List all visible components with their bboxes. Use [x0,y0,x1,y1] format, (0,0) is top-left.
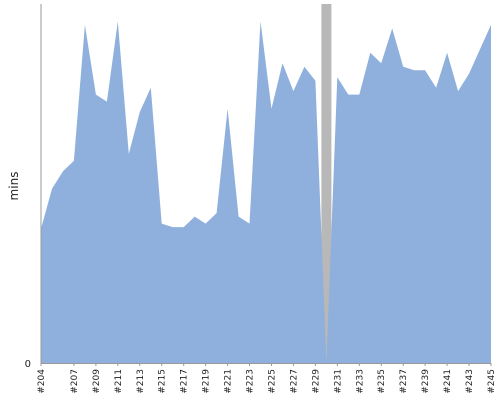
x-tick-label: #239 [421,369,431,394]
x-tick-label: #209 [92,369,102,394]
area-layer [41,4,491,364]
x-tick-label: #225 [268,369,278,394]
x-tick-label: #221 [224,369,234,394]
x-tick-label: #243 [465,369,475,394]
x-tick-label: #223 [246,369,256,394]
x-tick-label: #207 [70,369,80,394]
y-axis-label: mins [7,172,21,201]
x-tick-label: #235 [377,369,387,394]
x-tick-label: #219 [202,369,212,394]
x-tick-label: #227 [289,369,299,394]
x-tick-label: #233 [355,369,365,394]
axis-layer: #204 #207 #209 #211 #213 #215 #217 #219 #221 #223… [37,4,497,394]
x-tick-label: #241 [443,369,453,394]
x-tick-label: #211 [114,369,124,394]
x-tick-label: #245 [487,369,497,394]
x-tick-label: #215 [158,369,168,394]
y-zero-tick-label: 0 [25,359,31,370]
x-tick-label: #213 [136,369,146,394]
x-tick-label: #204 [37,369,47,394]
series-area [41,21,491,364]
missing-data-band [321,4,332,363]
x-tick-label: #217 [180,369,190,394]
label-layer: mins 0 [7,172,31,370]
x-tick-label: #231 [333,369,343,394]
x-tick-label: #229 [311,369,321,394]
x-tick-label: #237 [399,369,409,394]
